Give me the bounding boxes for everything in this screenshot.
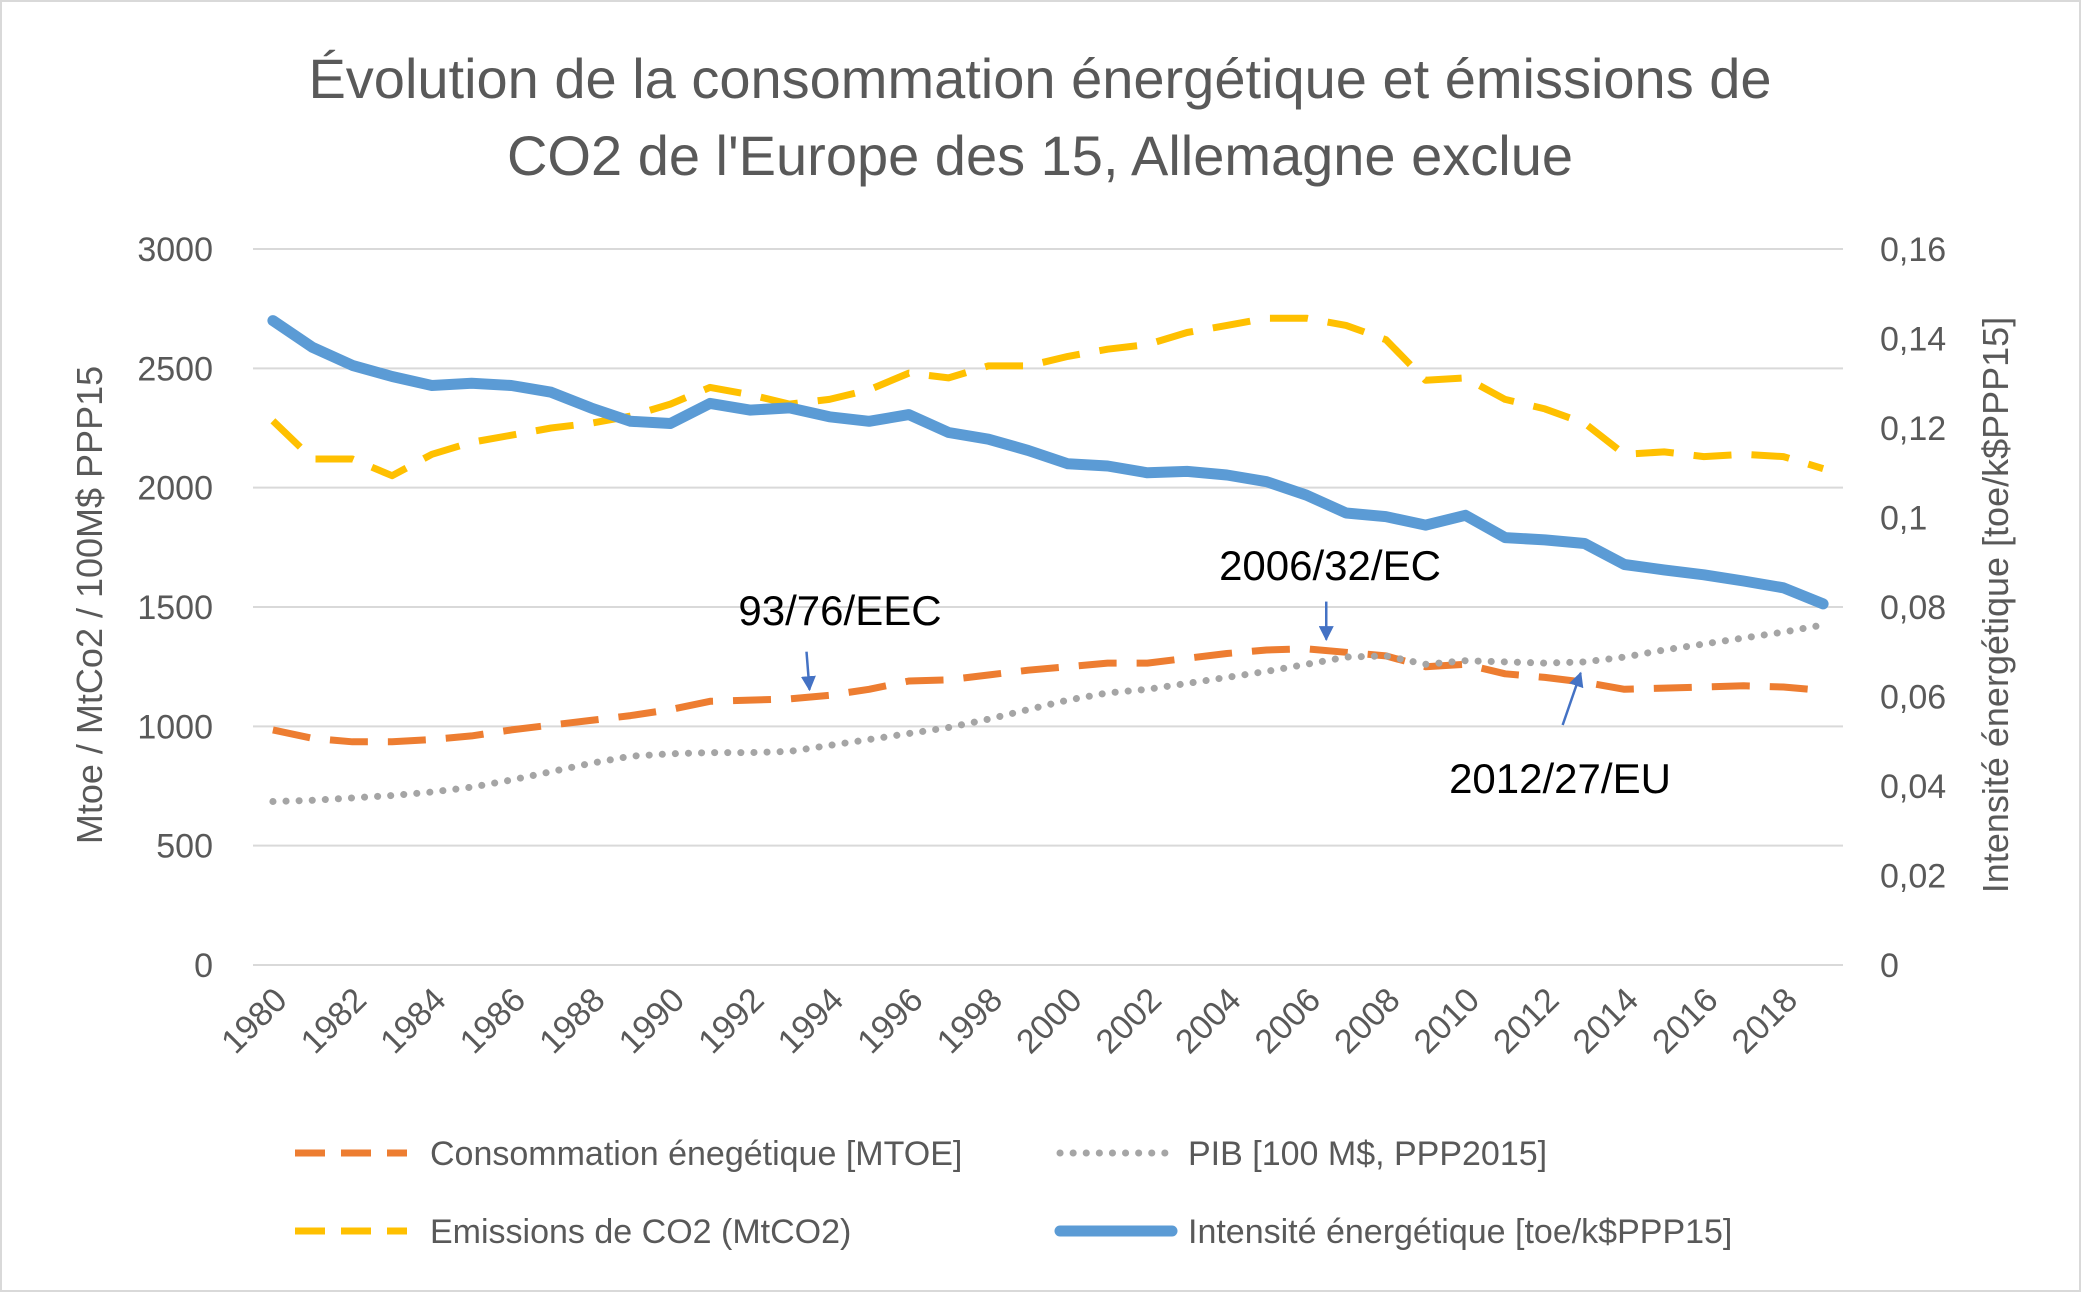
annotation-label: 2006/32/EC xyxy=(1219,542,1441,589)
annotation-label: 2012/27/EU xyxy=(1449,755,1671,802)
y2-tick-label: 0,06 xyxy=(1880,679,1946,717)
y2-tick-label: 0,08 xyxy=(1880,589,1946,627)
y-tick-label: 0 xyxy=(194,947,213,985)
annotations: 93/76/EEC 2006/32/EC 2012/27/EU xyxy=(738,542,1670,802)
left-axis-title: Mtoe / MtCo2 / 100M$ PPP15 xyxy=(69,366,110,844)
legend-label-0: Consommation énegétique [MTOE] xyxy=(430,1135,962,1173)
series-line-3 xyxy=(267,315,1829,610)
y-tick-label: 500 xyxy=(156,828,213,866)
y-tick-label: 2500 xyxy=(137,350,213,388)
y2-tick-label: 0,04 xyxy=(1880,768,1946,806)
legend-label-2: Emissions de CO2 (MtCO2) xyxy=(430,1213,851,1251)
left-axis-ticks: 0 500 1000 1500 2000 2500 3000 xyxy=(137,231,213,985)
y-tick-label: 1000 xyxy=(137,708,213,746)
y2-tick-label: 0,16 xyxy=(1880,231,1946,269)
y2-tick-label: 0 xyxy=(1880,947,1899,985)
y2-tick-label: 0,12 xyxy=(1880,410,1946,448)
legend: Consommation énegétique [MTOE] PIB [100 M… xyxy=(295,1135,1732,1251)
chart-title-line-2: CO2 de l'Europe des 15, Allemagne exclue xyxy=(507,124,1573,187)
y2-tick-label: 0,02 xyxy=(1880,858,1946,896)
annotation-arrow xyxy=(800,651,816,692)
y2-tick-label: 0,1 xyxy=(1880,500,1927,538)
series-lines xyxy=(267,314,1829,805)
y-tick-label: 2000 xyxy=(137,470,213,508)
legend-label-1: PIB [100 M$, PPP2015] xyxy=(1188,1135,1547,1173)
y-tick-label: 3000 xyxy=(137,231,213,269)
annotation-label: 93/76/EEC xyxy=(738,587,941,634)
series-line-1 xyxy=(269,621,1827,805)
legend-label-3: Intensité énergétique [toe/k$PPP15] xyxy=(1188,1213,1732,1251)
series-line-0 xyxy=(272,645,1824,746)
y-tick-label: 1500 xyxy=(137,589,213,627)
series-line-2 xyxy=(270,314,1825,480)
right-axis-title: Intensité énergétique [toe/k$PPP15] xyxy=(1975,317,2016,893)
right-axis-ticks: 0 0,02 0,04 0,06 0,08 0,1 0,12 0,14 0,16 xyxy=(1880,231,1946,985)
chart-title-line-1: Évolution de la consommation énergétique… xyxy=(308,47,1771,110)
y2-tick-label: 0,14 xyxy=(1880,321,1946,359)
annotation-arrow xyxy=(1561,671,1584,726)
